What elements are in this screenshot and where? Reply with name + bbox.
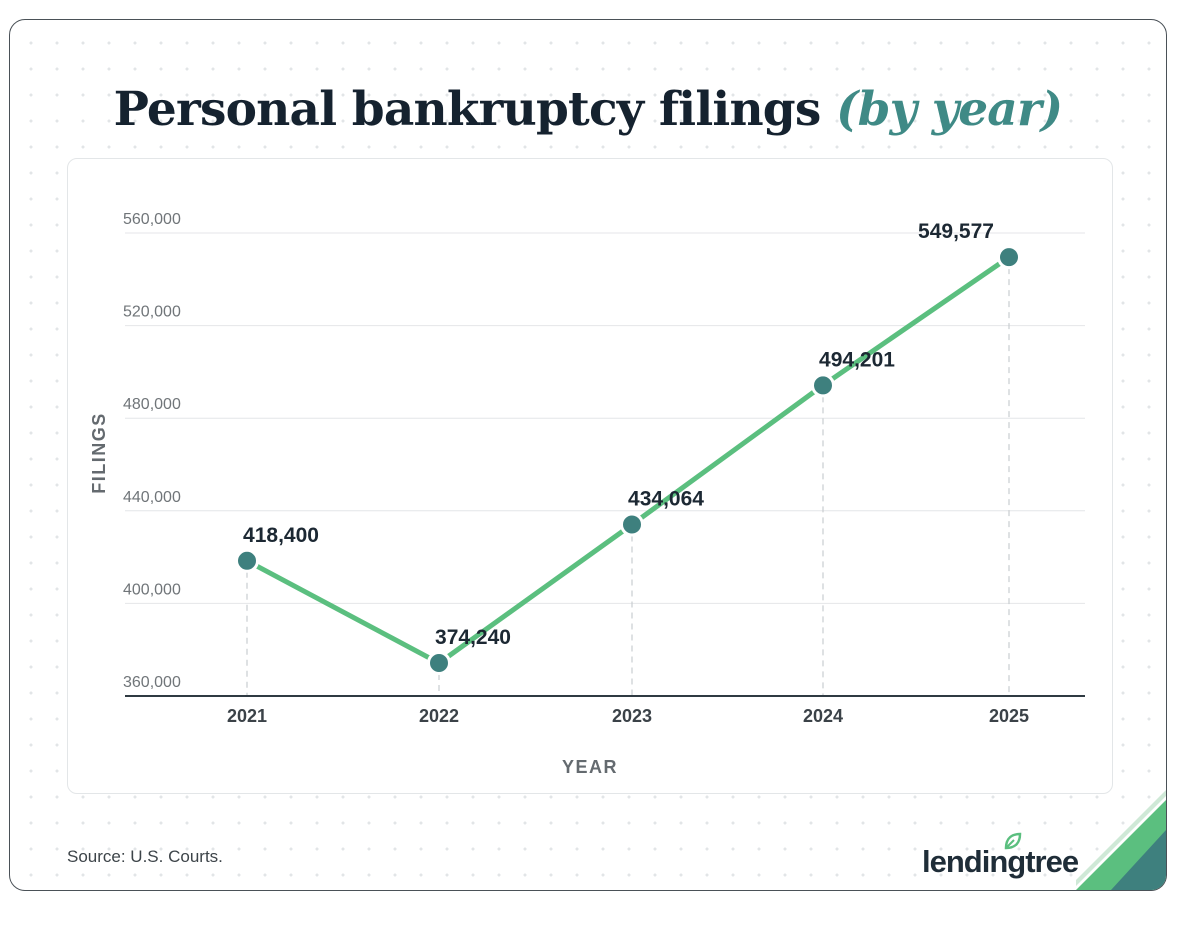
y-axis-title: FILINGS <box>89 412 109 494</box>
x-tick-label: 2022 <box>419 706 459 726</box>
series-line <box>244 254 1012 666</box>
data-point <box>427 651 451 676</box>
y-axis-ticks: 360,000 400,000 440,000 480,000 520,000 560,0… <box>123 211 181 691</box>
y-tick-label: 480,000 <box>123 396 181 413</box>
data-point <box>235 548 259 573</box>
data-point <box>997 245 1021 270</box>
leaf-icon <box>1004 832 1022 850</box>
chart-title-main: Personal bankruptcy filings <box>113 82 822 137</box>
data-label: 418,400 <box>243 524 319 547</box>
chart-panel <box>67 158 1113 794</box>
chart-title-accent: (by year) <box>836 82 1063 137</box>
x-axis-title: YEAR <box>562 757 618 777</box>
y-tick-label: 440,000 <box>123 489 181 506</box>
y-tick-label: 360,000 <box>123 674 181 691</box>
x-tick-label: 2021 <box>227 706 267 726</box>
data-label: 374,240 <box>435 626 511 649</box>
x-tick-label: 2025 <box>989 706 1029 726</box>
data-point <box>620 512 644 537</box>
data-label: 549,577 <box>918 220 994 243</box>
data-point <box>811 373 835 398</box>
infographic-card: Personal bankruptcy filings (by year) So… <box>9 19 1167 891</box>
gridlines <box>125 232 1085 604</box>
x-tick-label: 2024 <box>803 706 843 726</box>
x-tick-label: 2023 <box>612 706 652 726</box>
y-tick-label: 400,000 <box>123 581 181 598</box>
x-axis-ticks: 2021 2022 2023 2024 2025 <box>227 706 1029 726</box>
corner-stripes-decoration <box>1076 790 1166 890</box>
source-note: Source: U.S. Courts. <box>67 847 223 866</box>
y-tick-label: 520,000 <box>123 304 181 321</box>
logo-text: lendingtree <box>922 844 1079 879</box>
data-label: 434,064 <box>628 488 704 511</box>
data-points <box>235 245 1021 676</box>
chart-title: Personal bankruptcy filings (by year) <box>10 82 1166 137</box>
data-labels: 418,400 374,240 434,064 494,201 549,577 <box>243 220 994 649</box>
y-tick-label: 560,000 <box>123 211 181 228</box>
vertical-guides <box>246 257 1010 696</box>
data-label: 494,201 <box>819 348 895 371</box>
